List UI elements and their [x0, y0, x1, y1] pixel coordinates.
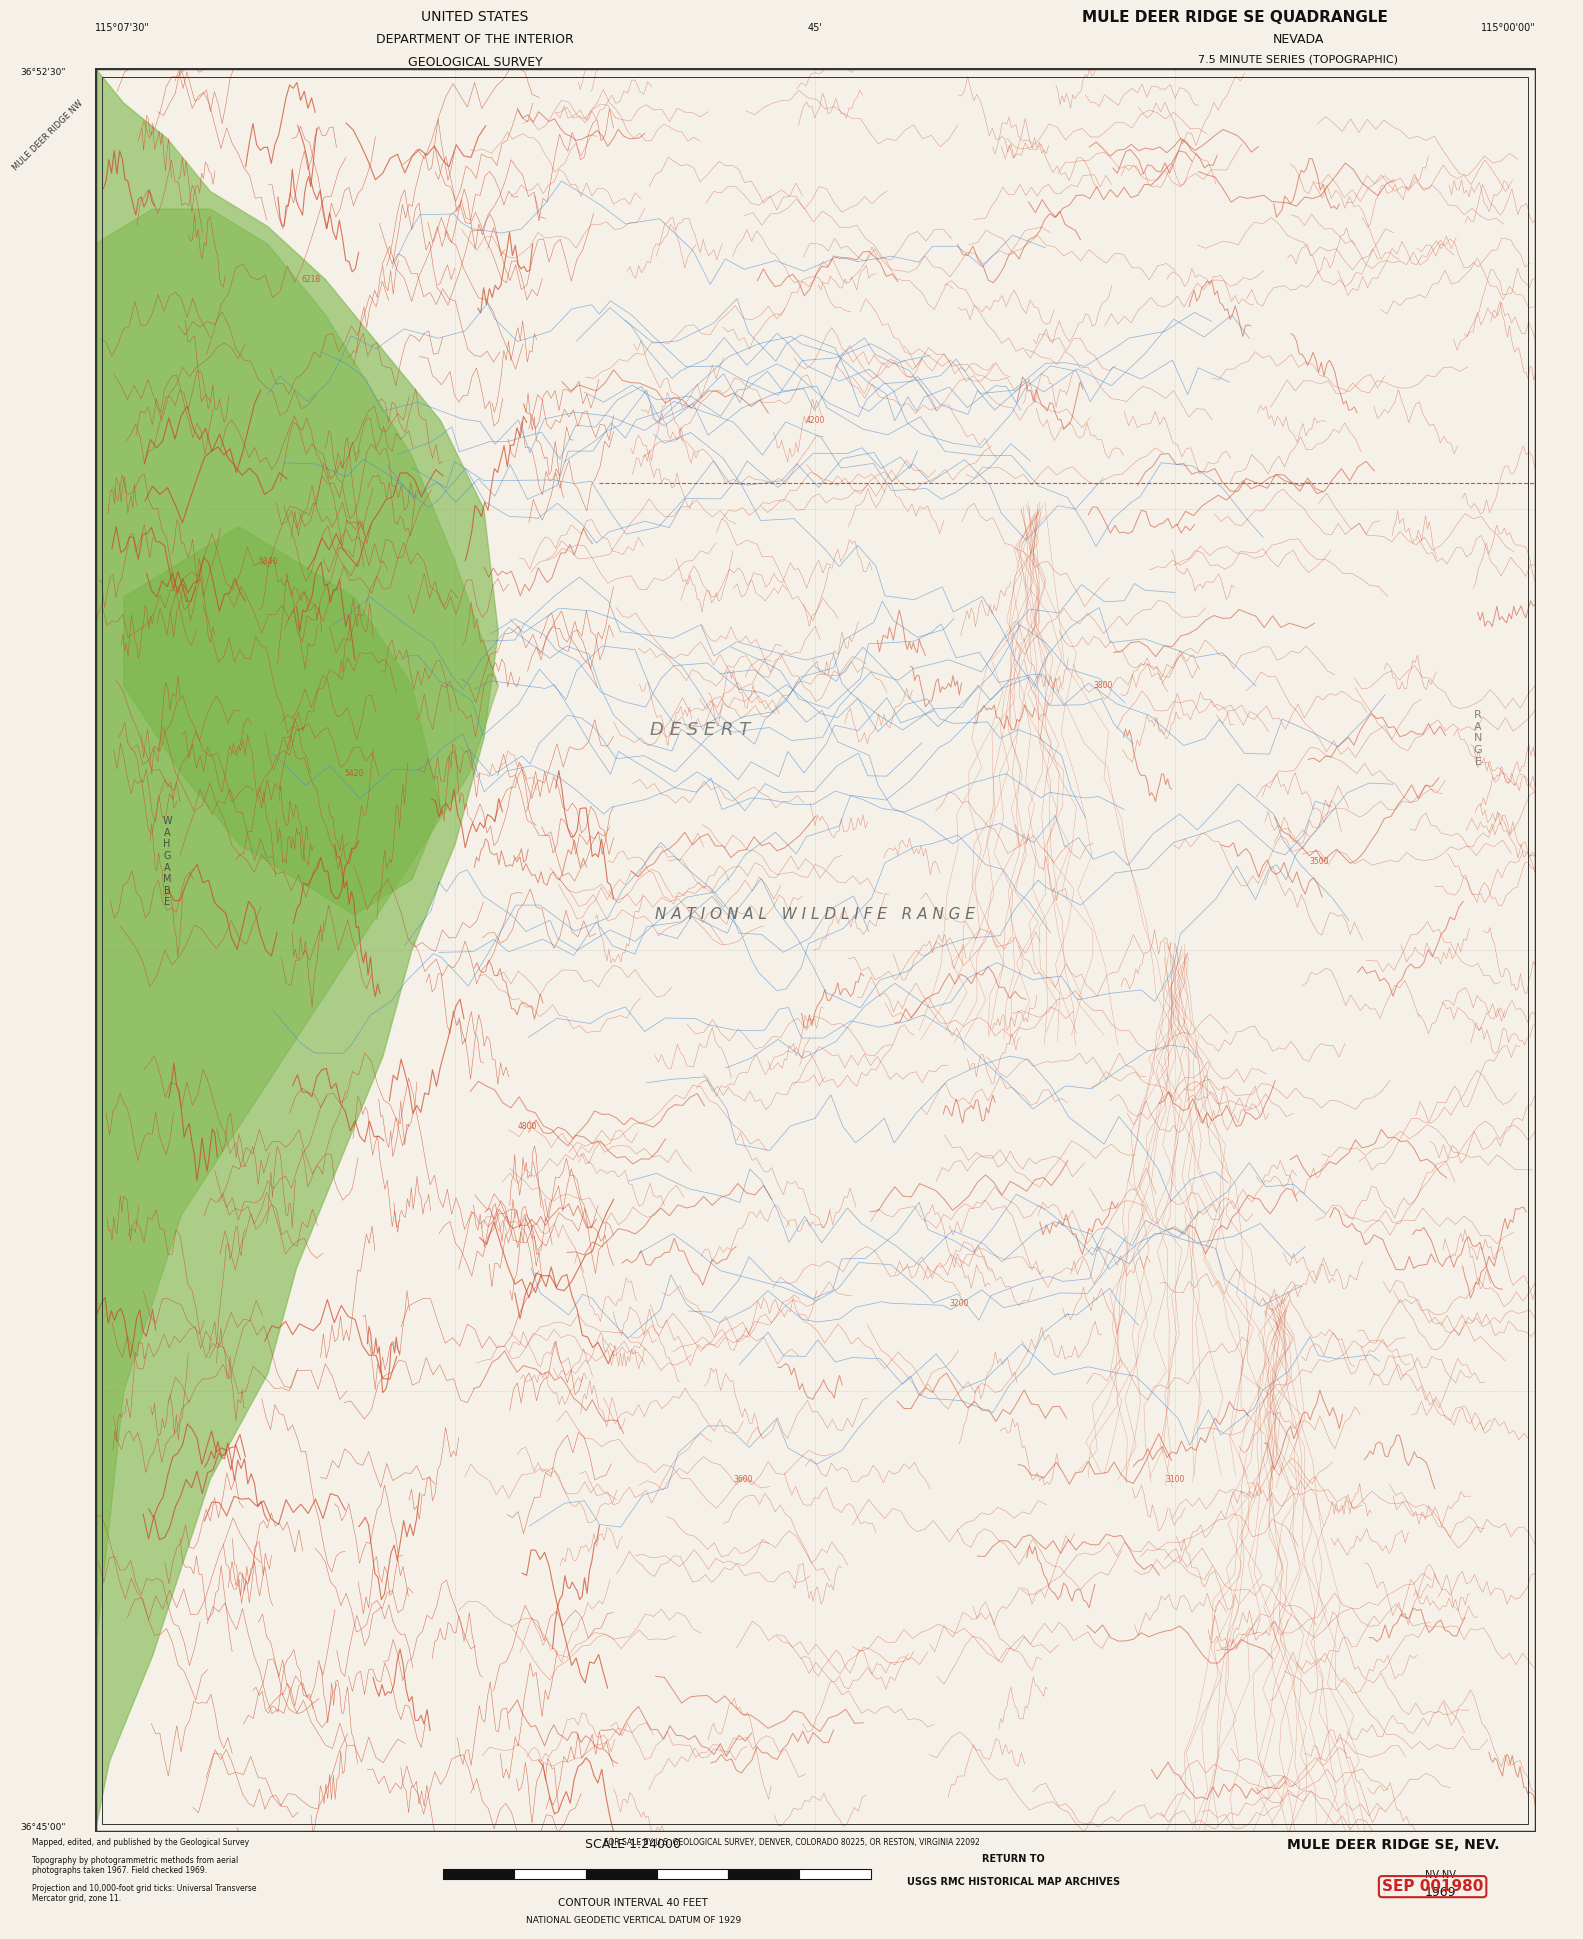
Polygon shape: [123, 527, 440, 915]
Text: 115°00'00": 115°00'00": [1480, 23, 1536, 33]
Text: 36°52'30": 36°52'30": [21, 68, 66, 78]
Text: MULE DEER RIDGE NW: MULE DEER RIDGE NW: [11, 99, 84, 173]
Bar: [799, 1869, 871, 1879]
Text: N A T I O N A L   W I L D L I F E   R A N G E: N A T I O N A L W I L D L I F E R A N G …: [655, 907, 975, 923]
Text: USGS RMC HISTORICAL MAP ARCHIVES: USGS RMC HISTORICAL MAP ARCHIVES: [907, 1877, 1119, 1887]
Bar: [443, 1869, 514, 1879]
Text: 3500: 3500: [1309, 857, 1330, 867]
Text: 4800: 4800: [518, 1123, 537, 1130]
Text: GEOLOGICAL SURVEY: GEOLOGICAL SURVEY: [407, 56, 543, 68]
Text: UNITED STATES: UNITED STATES: [421, 10, 529, 23]
Text: 3600: 3600: [733, 1476, 754, 1483]
Text: CONTOUR INTERVAL 40 FEET: CONTOUR INTERVAL 40 FEET: [559, 1898, 708, 1908]
Bar: [657, 1869, 728, 1879]
Text: NV-NV: NV-NV: [1425, 1869, 1456, 1879]
Bar: [514, 1869, 586, 1879]
Text: NATIONAL GEODETIC VERTICAL DATUM OF 1929: NATIONAL GEODETIC VERTICAL DATUM OF 1929: [526, 1916, 741, 1925]
Text: MULE DEER RIDGE SE QUADRANGLE: MULE DEER RIDGE SE QUADRANGLE: [1081, 10, 1388, 25]
Text: 5420: 5420: [345, 770, 364, 778]
Bar: [728, 1869, 799, 1879]
Text: SCALE 1:24000: SCALE 1:24000: [586, 1838, 681, 1850]
Text: R
A
N
G
E: R A N G E: [1474, 710, 1482, 766]
Text: W
A
H
G
A
M
B
E: W A H G A M B E: [161, 816, 173, 907]
Text: Mapped, edited, and published by the Geological Survey: Mapped, edited, and published by the Geo…: [32, 1838, 249, 1846]
Text: 7.5 MINUTE SERIES (TOPOGRAPHIC): 7.5 MINUTE SERIES (TOPOGRAPHIC): [1198, 54, 1398, 64]
Text: RETURN TO: RETURN TO: [981, 1854, 1045, 1863]
Text: 3100: 3100: [1165, 1476, 1186, 1483]
Text: NEVADA: NEVADA: [1273, 33, 1323, 47]
Polygon shape: [95, 209, 499, 1656]
Text: 4200: 4200: [806, 417, 825, 425]
Text: 3200: 3200: [950, 1299, 969, 1307]
Text: 36°45'00": 36°45'00": [21, 1823, 66, 1832]
Text: 115°07'30": 115°07'30": [95, 23, 150, 33]
Text: 6218: 6218: [301, 275, 321, 285]
Polygon shape: [95, 68, 499, 1832]
Text: 3800: 3800: [1094, 681, 1113, 690]
Text: FOR SALE BY U.S. GEOLOGICAL SURVEY, DENVER, COLORADO 80225, OR RESTON, VIRGINIA : FOR SALE BY U.S. GEOLOGICAL SURVEY, DENV…: [603, 1838, 980, 1846]
Text: SEP 001980: SEP 001980: [1382, 1879, 1483, 1894]
Text: Projection and 10,000-foot grid ticks: Universal Transverse
Mercator grid, zone : Projection and 10,000-foot grid ticks: U…: [32, 1883, 256, 1902]
Text: DEPARTMENT OF THE INTERIOR: DEPARTMENT OF THE INTERIOR: [377, 33, 573, 47]
Text: Topography by photogrammetric methods from aerial
photographs taken 1967. Field : Topography by photogrammetric methods fr…: [32, 1856, 237, 1875]
Text: D E S E R T: D E S E R T: [651, 721, 750, 739]
Text: 1969: 1969: [1425, 1885, 1456, 1898]
Text: 45': 45': [807, 23, 823, 33]
Bar: [586, 1869, 657, 1879]
Text: 5840: 5840: [258, 556, 277, 566]
Text: MULE DEER RIDGE SE, NEV.: MULE DEER RIDGE SE, NEV.: [1287, 1838, 1499, 1852]
